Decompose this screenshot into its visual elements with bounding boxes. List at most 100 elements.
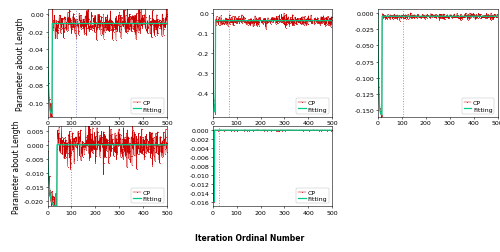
Fitting xyxy=(326,129,332,132)
Fitting xyxy=(110,144,116,147)
Line: CP: CP xyxy=(212,13,332,115)
CP xyxy=(102,133,107,136)
CP xyxy=(446,16,452,19)
CP xyxy=(44,14,51,17)
Fitting xyxy=(274,129,280,132)
Fitting xyxy=(162,144,168,147)
CP xyxy=(275,130,281,133)
CP xyxy=(44,140,51,143)
CP xyxy=(143,142,149,145)
CP xyxy=(326,21,332,24)
Fitting xyxy=(329,129,335,132)
CP xyxy=(210,15,216,18)
CP xyxy=(492,15,498,18)
CP xyxy=(440,16,446,19)
CP xyxy=(162,138,168,141)
Text: Iteration Ordinal Number: Iteration Ordinal Number xyxy=(196,233,304,242)
Line: Fitting: Fitting xyxy=(378,14,498,115)
Fitting xyxy=(212,200,218,203)
Fitting xyxy=(102,144,108,147)
Fitting xyxy=(473,16,479,19)
CP xyxy=(116,25,122,28)
Fitting xyxy=(494,16,500,19)
Line: Fitting: Fitting xyxy=(48,15,167,114)
CP xyxy=(473,14,479,17)
CP xyxy=(308,14,314,17)
CP xyxy=(378,116,384,119)
Fitting xyxy=(102,144,107,147)
CP xyxy=(162,26,168,29)
CP xyxy=(268,130,274,133)
Fitting xyxy=(116,144,122,147)
CP xyxy=(138,0,144,1)
CP xyxy=(116,128,122,131)
CP xyxy=(143,17,149,20)
CP xyxy=(254,129,260,132)
Line: Fitting: Fitting xyxy=(212,131,332,202)
Fitting xyxy=(110,23,116,26)
CP xyxy=(50,217,56,220)
CP xyxy=(102,23,108,26)
CP xyxy=(432,17,438,20)
Legend: CP, Fitting: CP, Fitting xyxy=(132,99,164,114)
CP xyxy=(281,12,287,15)
CP xyxy=(281,18,287,21)
CP xyxy=(110,138,116,141)
Fitting xyxy=(102,23,108,26)
Fitting xyxy=(266,20,272,23)
CP xyxy=(110,24,116,27)
CP xyxy=(266,21,272,24)
CP xyxy=(212,113,218,116)
CP xyxy=(375,13,381,16)
Line: CP: CP xyxy=(47,123,168,219)
CP xyxy=(432,15,438,18)
Legend: CP, Fitting: CP, Fitting xyxy=(462,99,494,114)
Fitting xyxy=(164,23,170,26)
Fitting xyxy=(116,23,122,26)
CP xyxy=(274,23,280,26)
Fitting xyxy=(281,20,287,23)
Fitting xyxy=(379,114,385,117)
Fitting xyxy=(54,205,60,208)
Fitting xyxy=(440,16,446,19)
CP xyxy=(267,129,273,132)
Fitting xyxy=(142,23,148,26)
Legend: CP, Fitting: CP, Fitting xyxy=(296,188,329,204)
CP xyxy=(326,129,332,132)
Fitting xyxy=(210,13,216,16)
Fitting xyxy=(68,144,74,147)
Fitting xyxy=(266,129,272,132)
CP xyxy=(268,20,274,23)
CP xyxy=(281,129,287,132)
Fitting xyxy=(210,129,216,132)
Line: CP: CP xyxy=(47,0,168,127)
Fitting xyxy=(268,20,274,23)
Legend: CP, Fitting: CP, Fitting xyxy=(296,99,329,114)
CP xyxy=(329,16,335,19)
Y-axis label: Parameter about Length: Parameter about Length xyxy=(16,17,25,110)
Fitting xyxy=(212,111,218,114)
Fitting xyxy=(492,16,498,19)
Fitting xyxy=(432,16,438,19)
CP xyxy=(164,151,170,154)
Fitting xyxy=(102,23,107,26)
Line: Fitting: Fitting xyxy=(48,145,167,206)
Fitting xyxy=(308,129,314,132)
Fitting xyxy=(143,144,149,147)
Fitting xyxy=(164,144,170,147)
CP xyxy=(308,129,314,132)
CP xyxy=(408,12,414,15)
CP xyxy=(329,129,335,132)
CP xyxy=(48,125,54,128)
Fitting xyxy=(375,12,381,15)
Legend: CP, Fitting: CP, Fitting xyxy=(132,188,164,204)
Fitting xyxy=(326,20,332,23)
Fitting xyxy=(44,144,51,147)
CP xyxy=(212,200,218,203)
Fitting xyxy=(268,129,274,132)
CP xyxy=(106,122,112,125)
Fitting xyxy=(281,129,287,132)
Fitting xyxy=(274,20,280,23)
CP xyxy=(102,148,108,151)
CP xyxy=(164,15,170,18)
